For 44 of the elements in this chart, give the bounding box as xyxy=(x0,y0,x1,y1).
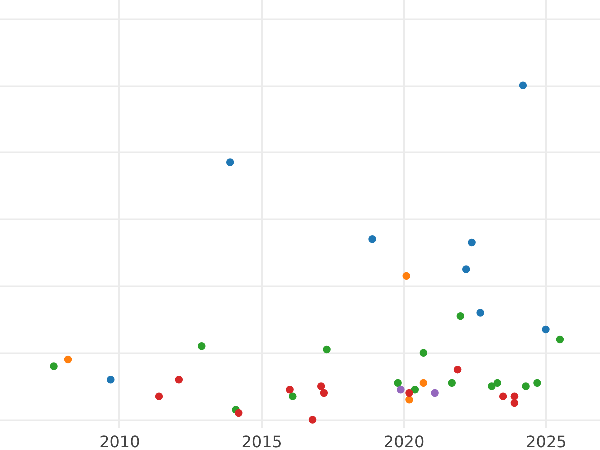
point xyxy=(406,389,414,398)
point xyxy=(510,392,519,400)
point xyxy=(522,382,530,390)
point xyxy=(394,379,402,388)
point xyxy=(542,326,550,334)
point xyxy=(402,272,411,280)
x-tick-label: 2010 xyxy=(100,432,140,450)
point xyxy=(456,312,465,320)
point xyxy=(534,379,542,388)
point xyxy=(234,409,243,418)
point xyxy=(368,236,376,244)
point xyxy=(411,386,420,394)
point xyxy=(420,349,428,357)
point xyxy=(510,399,519,408)
point xyxy=(406,396,414,404)
point xyxy=(499,392,508,400)
point xyxy=(462,266,470,274)
point xyxy=(175,376,184,384)
point xyxy=(317,382,326,390)
point xyxy=(226,158,234,166)
point xyxy=(323,346,331,354)
point xyxy=(420,379,428,388)
point xyxy=(488,382,496,390)
point xyxy=(155,392,164,400)
point xyxy=(556,336,564,344)
point xyxy=(397,386,405,394)
point xyxy=(431,389,439,398)
point xyxy=(308,416,317,424)
point xyxy=(198,342,206,350)
x-tick-label: 2015 xyxy=(242,432,282,450)
point xyxy=(519,82,528,90)
x-tick-label: 2025 xyxy=(526,432,567,450)
point xyxy=(64,356,72,364)
point xyxy=(448,379,456,388)
point xyxy=(476,309,484,317)
point xyxy=(494,379,502,388)
point xyxy=(289,392,297,400)
point xyxy=(468,238,476,247)
point xyxy=(320,389,328,398)
point xyxy=(454,366,462,374)
point xyxy=(107,376,115,384)
x-tick-label: 2020 xyxy=(384,432,425,450)
point xyxy=(50,362,58,370)
point xyxy=(286,386,294,394)
